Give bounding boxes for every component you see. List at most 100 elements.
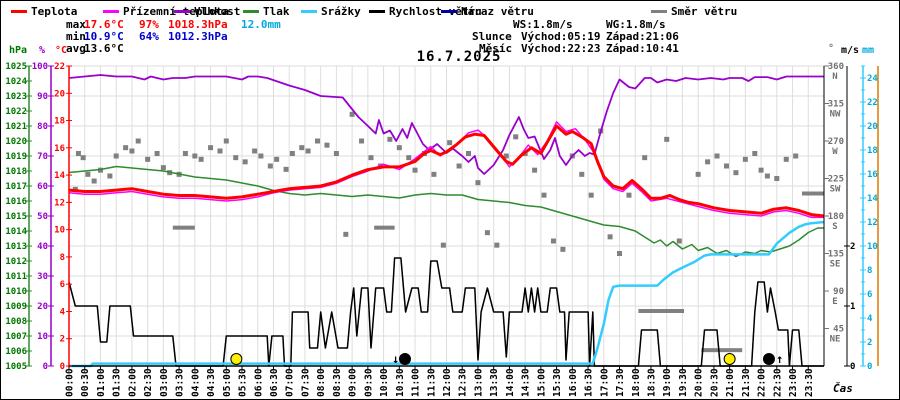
series-vlhkost [68, 74, 824, 175]
wind-direction-dot [387, 136, 393, 142]
wind-direction-dot [412, 167, 418, 173]
wind-direction-dot [695, 171, 701, 177]
humidity-tick-label: 20 [37, 302, 48, 312]
temperature-tick-label: 8 [60, 253, 65, 263]
direction-tick-label: 45 [833, 325, 844, 335]
direction-dir-label: NW [830, 110, 841, 120]
wind-direction-dot [440, 242, 446, 248]
temperature-tick-label: 16 [54, 144, 65, 154]
humidity-tick-label: 30 [37, 272, 48, 282]
time-label: 23:00 [788, 368, 799, 397]
wind-direction-dot [532, 167, 538, 173]
humidity-tick-label: 70 [37, 152, 48, 162]
time-label: 18:30 [646, 368, 657, 397]
wind-direction-dot [406, 155, 412, 161]
wind-direction-dot [91, 178, 97, 184]
stat-avg-label: avg [66, 42, 86, 55]
wind-direction-dot [359, 138, 365, 144]
legend-label: Teplota [31, 4, 78, 18]
stat-wind-speed: WS:1.8m/s [513, 18, 573, 31]
wind-direction-dot [447, 140, 453, 146]
time-label: 02:30 [143, 368, 154, 397]
legend-swatch [243, 9, 259, 13]
legend-item-6: Rychlost větru [369, 4, 482, 18]
time-label: 23:30 [804, 368, 815, 397]
temperature-tick-label: 4 [60, 307, 66, 317]
precip-tick-label: 8 [867, 266, 872, 276]
humidity-tick-label: 60 [37, 182, 48, 192]
stat-max-precip: 12.0mm [241, 18, 281, 31]
wind-direction-bar [172, 225, 195, 230]
time-label: 05:00 [222, 368, 233, 397]
legend-label: Srážky [321, 4, 361, 18]
pressure-tick-label: 1005 [5, 362, 27, 372]
pressure-tick-label: 1023 [5, 92, 27, 102]
precip-tick-label: 18 [867, 146, 878, 156]
precip-tick-label: 14 [867, 194, 878, 204]
wind-direction-dot [192, 153, 198, 159]
legend-label: Tlak [263, 4, 290, 18]
wind-direction-dot [160, 165, 166, 171]
humidity-tick-label: 80 [37, 122, 48, 132]
wind-direction-dot [642, 155, 648, 161]
wind-direction-dot [550, 238, 556, 244]
legend-label: Rychlost větru [389, 4, 482, 18]
direction-dir-label: SW [830, 185, 841, 195]
pressure-tick-label: 1016 [5, 197, 27, 207]
wind-direction-dot [299, 145, 305, 151]
chart-title: 16.7.2025 [416, 49, 502, 65]
time-label: 19:30 [678, 368, 689, 397]
time-label: 11:00 [411, 368, 422, 397]
time-label: 22:30 [772, 368, 783, 397]
wind-direction-dot [182, 151, 188, 156]
wind-direction-dot [676, 238, 682, 244]
wind-direction-dot [252, 148, 258, 154]
time-label: 19:00 [662, 368, 673, 397]
direction-tick-label: 270 [828, 137, 844, 147]
legend-swatch [174, 9, 190, 13]
wind-direction-dot [242, 159, 248, 165]
stat-min-humidity: 64% [139, 30, 159, 43]
time-label: 18:00 [631, 368, 642, 397]
time-label: 20:00 [694, 368, 705, 397]
temperature-tick-label: 20 [54, 89, 65, 99]
pressure-tick-label: 1019 [5, 152, 27, 162]
wind-direction-dot [154, 151, 160, 156]
moon-marker-moonrise [762, 353, 775, 365]
humidity-tick-label: 0 [43, 362, 48, 372]
time-label: 14:00 [505, 368, 516, 397]
axis-unit-ms: m/s [841, 45, 860, 56]
direction-tick-label: 225 [828, 175, 844, 185]
wind-direction-dot [475, 180, 481, 186]
wind-direction-bar [374, 225, 395, 230]
time-label: 09:30 [363, 368, 374, 397]
precip-tick-label: 20 [867, 122, 878, 132]
wind-direction-dot [305, 148, 311, 154]
stat-moon-label: Měsíc [479, 42, 513, 55]
humidity-tick-label: 50 [37, 212, 48, 222]
time-label: 03:30 [175, 368, 186, 397]
wind-direction-dot [588, 192, 594, 198]
wind-direction-dot [733, 170, 739, 176]
wind-direction-dot [80, 155, 86, 161]
axis-unit-pct: % [39, 45, 46, 56]
wind-direction-dot [764, 173, 770, 179]
time-label: 04:00 [190, 368, 201, 397]
wind-direction-dot [368, 155, 374, 161]
time-label: 16:30 [584, 368, 595, 397]
moon-arrow-moonset: ↓ [392, 352, 399, 366]
stat-avg-temp: 13.6°C [84, 42, 124, 55]
time-label: 22:00 [757, 368, 768, 397]
direction-tick-label: 360 [828, 62, 844, 72]
pressure-tick-label: 1012 [5, 257, 27, 267]
time-label: 06:00 [253, 368, 264, 397]
sun-marker-sunrise [230, 353, 243, 365]
pressure-tick-label: 1020 [5, 137, 27, 147]
temperature-tick-label: 0 [60, 362, 65, 372]
time-label: 17:00 [599, 368, 610, 397]
humidity-tick-label: 100 [32, 62, 48, 72]
wind-direction-dot [267, 163, 273, 169]
wind-direction-dot [396, 145, 402, 151]
legend-item-5: Srážky [301, 4, 361, 18]
wind-direction-dot [324, 142, 330, 148]
